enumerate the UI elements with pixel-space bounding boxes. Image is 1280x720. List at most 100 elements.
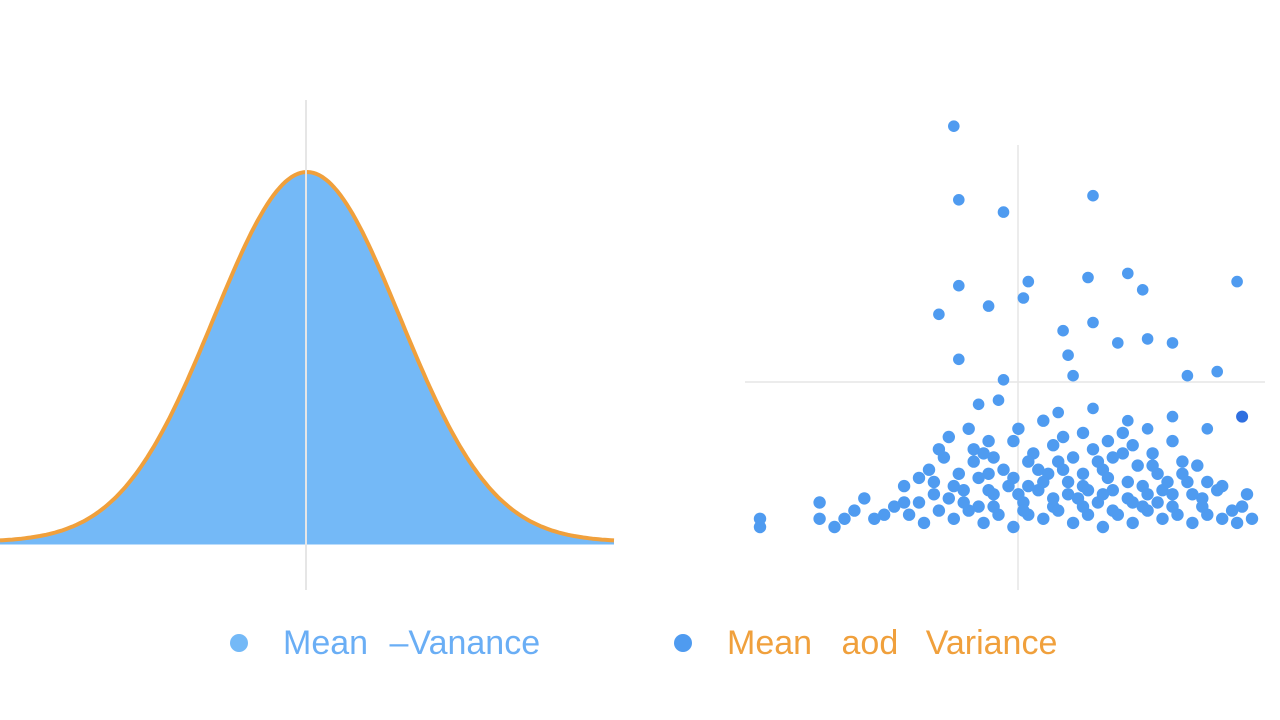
bell-curve-chart [0,100,615,590]
scatter-point-cluster-115 [1136,500,1149,513]
scatter-point-outlier-20 [997,374,1010,386]
scatter-point-cluster-129 [977,447,990,460]
scatter-point-cluster-53 [1052,504,1065,517]
legend-label-1-part-2: –Vanance [390,624,541,662]
scatter-point-cluster-14 [1131,459,1144,472]
scatter-point-cluster-118 [912,471,926,485]
scatter-point-cluster-12 [1076,467,1090,480]
scatter-point-cluster-64 [1216,512,1229,525]
scatter-point-outlier-2 [953,194,965,206]
scatter-point-cluster-25 [957,484,970,497]
legend-dot-2 [674,634,692,652]
scatter-point-cluster-132 [1091,455,1105,468]
scatter-point-cluster-3 [813,512,826,525]
scatter-point-cluster-58 [1126,516,1139,530]
scatter-point-cluster-79 [942,430,955,444]
scatter-point-outlier-27 [1052,406,1064,419]
scatter-point-cluster-109 [957,496,970,509]
scatter-point-cluster-18 [1201,475,1214,489]
scatter-point-cluster-104 [1225,504,1239,517]
scatter-point-cluster-76 [1126,439,1139,452]
scatter-point-cluster-116 [1166,500,1179,513]
scatter-point-outlier-1 [948,120,960,132]
scatter-point-outlier-30 [1141,423,1154,435]
scatter-point-cluster-94 [1101,471,1115,485]
scatter-point-cluster-93 [1081,484,1095,497]
scatter-point-cluster-121 [1012,488,1025,501]
scatter-point-cluster-17 [1191,459,1204,472]
legend-label-2-part-3: Variance [926,624,1058,662]
scatter-point-cluster-126 [1156,484,1169,497]
scatter-point-cluster-131 [1056,463,1070,476]
scatter-point-cluster-6 [897,496,911,509]
scatter-point-outlier-29 [1122,414,1134,427]
scatter-point-cluster-48 [977,516,990,530]
scatter-point-cluster-122 [1037,475,1050,489]
legend-dot-1 [230,634,248,652]
scatter-point-outlier-5 [1022,275,1035,288]
scatter-point-cluster-119 [947,479,960,493]
scatter-point-outlier-9 [1231,275,1243,288]
scatter-point-outlier-13 [1017,292,1030,304]
scatter-point-cluster-24 [942,492,955,505]
scatter-point-cluster-90 [1022,479,1035,493]
scatter-point-cluster-54 [1066,516,1080,530]
scatter-point-outlier-11 [953,279,965,292]
scatter-point-cluster-92 [1061,475,1075,489]
scatter-point-cluster-32 [1061,488,1075,501]
scatter-point-cluster-28 [1002,479,1015,493]
scatter-point-outlier-28 [1087,402,1099,415]
legend-label-2: Mean aod Variance [727,624,1057,662]
scatter-point-cluster-7 [967,455,980,468]
scatter-point-cluster-44 [917,516,931,530]
scatter-point-cluster-39 [1166,488,1179,501]
scatter-point-outlier-24 [1211,365,1223,378]
scatter-point-cluster-111 [1017,504,1030,517]
scatter-point-cluster-84 [1056,430,1070,444]
scatter-point-cluster-5 [858,492,871,505]
scatter-point-cluster-117 [1196,500,1209,513]
scatter-point-cluster-95 [1121,475,1135,489]
scatter-point-cluster-105 [1230,516,1244,530]
scatter-point-cluster-4 [813,496,826,509]
scatter-point-cluster-85 [1076,426,1090,440]
scatter-point-outlier-6 [1082,271,1094,284]
scatter-point-cluster-87 [1116,426,1130,440]
scatter-point-cluster-68 [967,443,980,456]
scatter-point-outlier-7 [1122,267,1134,280]
scatter-point-outlier-32 [1201,423,1214,435]
scatter-point-outlier-12 [982,300,995,312]
scatter-point-outlier-15 [1087,316,1099,329]
scatter-point-outlier-23 [1181,369,1194,382]
scatter-point-outlier-4 [1087,189,1099,202]
scatter-point-outlier-8 [1136,284,1149,296]
scatter-point-cluster-73 [1066,451,1080,464]
scatter-point-outlier-18 [1166,337,1179,349]
legend-label-2-part-1: Mean [727,624,812,662]
scatter-point-outlier-17 [1141,333,1154,345]
scatter-point-cluster-130 [1022,455,1035,468]
scatter-point-cluster-114 [1106,504,1120,517]
scatter-point-cluster-80 [962,422,975,435]
scatter-point-cluster-133 [1116,447,1130,460]
scatter-point-cluster-2 [753,512,767,525]
scatter-point-cluster-20 [1240,488,1254,501]
scatter-point-outlier-31 [1166,410,1179,423]
scatter-point-cluster-74 [1086,443,1100,456]
scatter-point-cluster-83 [1037,414,1050,427]
scatter-point-cluster-124 [1096,488,1110,501]
scatter-point-cluster-43 [902,508,916,521]
scatter-point-cluster-98 [888,500,901,513]
scatter-point-cluster-101 [848,504,861,517]
scatter-point-cluster-108 [927,488,941,501]
scatter-point-cluster-22 [912,496,926,509]
scatter-chart [745,120,1265,590]
scatter-point-cluster-88 [972,471,985,485]
scatter-point-cluster-134 [1146,459,1159,472]
scatter-point-cluster-35 [1106,484,1120,497]
scatter-point-cluster-65 [922,463,936,476]
scatter-point-cluster-16 [1176,455,1189,468]
scatter-point-cluster-26 [972,500,985,513]
scatter-point-outlier-26 [992,394,1005,407]
scatter-point-cluster-78 [1166,434,1179,448]
